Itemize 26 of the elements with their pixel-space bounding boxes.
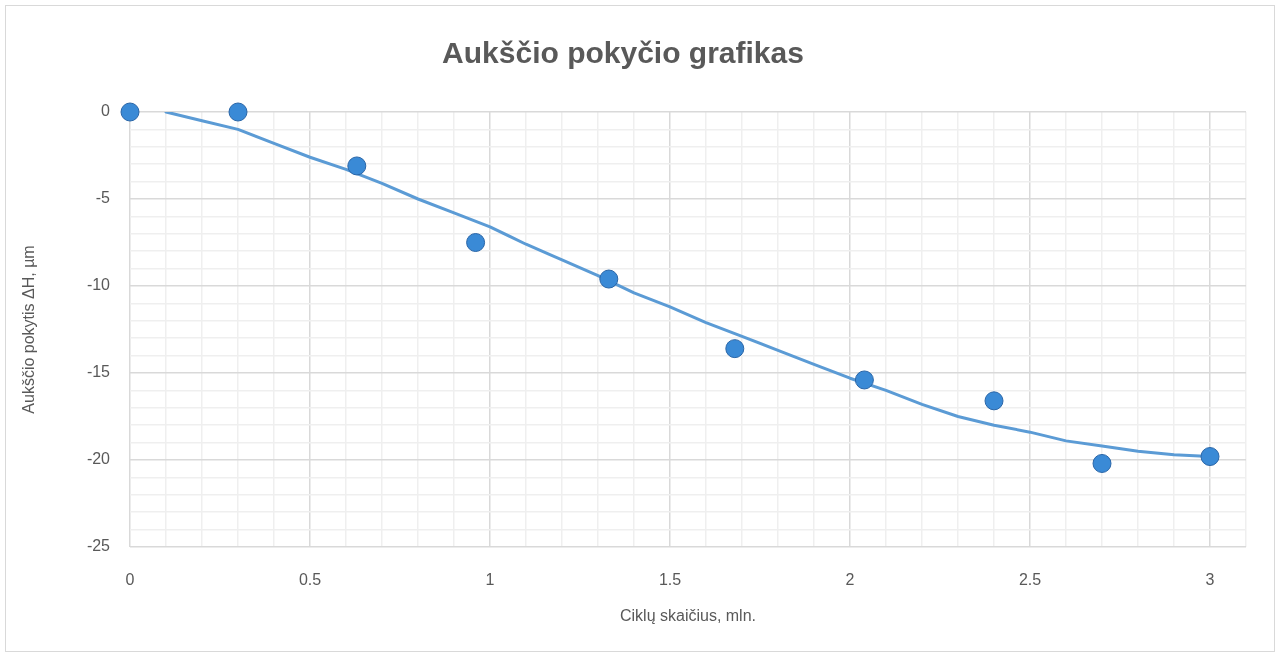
- y-tick-label: -25: [86, 537, 111, 555]
- point: [347, 156, 367, 176]
- y-tick-label: -5: [95, 189, 111, 207]
- point: [466, 233, 486, 252]
- x-tick-label: 1.5: [658, 571, 682, 589]
- point: [1200, 447, 1220, 467]
- y-tick-label: 0: [101, 102, 111, 120]
- y-axis-title: Aukščio pokytis ΔH, µm: [20, 245, 38, 414]
- y-tick-label: -15: [86, 363, 111, 381]
- x-tick-label: 2.5: [1018, 571, 1042, 589]
- chart-title: Aukščio pokyčio grafikas: [442, 36, 804, 70]
- x-tick-label: 0: [125, 571, 135, 589]
- x-tick-label: 1: [485, 571, 495, 589]
- x-tick-label: 0.5: [298, 571, 322, 589]
- y-tick-label: -10: [86, 276, 111, 294]
- point: [984, 391, 1004, 411]
- point: [599, 269, 619, 289]
- point: [854, 370, 874, 390]
- point: [120, 102, 140, 122]
- x-tick-label: 2: [845, 571, 855, 589]
- point: [228, 102, 248, 122]
- x-tick-label: 3: [1205, 571, 1215, 589]
- y-tick-label: -20: [86, 450, 111, 468]
- point: [1092, 453, 1112, 473]
- point: [725, 339, 745, 359]
- x-axis-title: Ciklų skaičius, mln.: [619, 606, 757, 624]
